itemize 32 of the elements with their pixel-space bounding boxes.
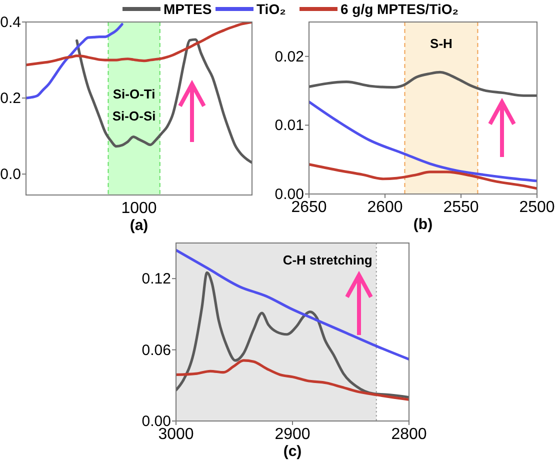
y-tick-label: 0.02 [274,48,304,66]
x-tick-label: 2650 [291,199,327,216]
line-series [309,100,537,182]
line-series [176,359,409,401]
line-series [176,271,409,399]
y-tick-label: 0.0 [0,166,21,184]
y-tick-label: 0.12 [142,270,171,288]
x-tick-label: 2550 [443,199,479,216]
x-axis-title: (c) [283,443,302,460]
y-tick-label: 0.4 [0,14,21,31]
line-series [76,38,252,164]
line-series [309,163,537,190]
band-label: C-H stretching [282,252,372,268]
legend-label: MPTES [164,1,212,17]
annotation: Si-O-Ti Si-O-Si [112,86,156,124]
x-tick-label: 3000 [158,426,194,443]
x-tick-label: 2900 [274,426,310,443]
band-label: S-H [430,36,452,51]
legend-label: TiO₂ [256,1,286,17]
line-series [176,248,409,361]
x-axis-title: (b) [413,216,433,233]
legend-label: 6 g/g MPTES/TiO₂ [340,1,458,17]
x-axis-title: (a) [130,217,148,234]
x-tick-label: 2500 [519,199,555,216]
line-series [309,70,537,97]
text: 1000 [121,200,157,217]
y-tick-label: 0.01 [274,117,304,134]
x-tick-label: 2600 [367,199,403,216]
x-tick-label: 2800 [391,426,427,443]
line-series [26,22,252,66]
y-tick-label: 0.2 [0,90,21,108]
y-tick-label: 0.06 [142,342,171,359]
